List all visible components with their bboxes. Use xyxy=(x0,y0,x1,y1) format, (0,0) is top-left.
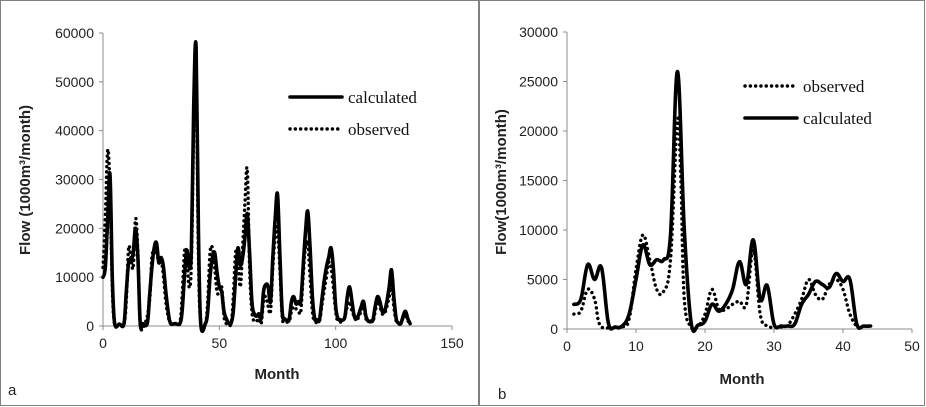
y-tick-label: 10000 xyxy=(55,269,94,285)
y-tick-label: 20000 xyxy=(55,220,94,236)
panel-a-axes: 0 10000 20000 30000 40000 50000 60000 0 50 100 150 xyxy=(55,25,464,351)
y-tick-label: 0 xyxy=(86,318,94,334)
x-tick-label: 100 xyxy=(324,335,348,351)
y-tick-label: 0 xyxy=(550,321,558,337)
x-tick-label: 50 xyxy=(212,335,228,351)
x-tick-label: 10 xyxy=(628,338,644,354)
panel-b-letter: b xyxy=(498,386,506,403)
x-tick-label: 30 xyxy=(766,338,782,354)
y-tick-label: 25000 xyxy=(519,74,558,90)
y-tick-label: 40000 xyxy=(55,123,94,139)
x-tick-label: 50 xyxy=(904,338,920,354)
y-tick-label: 5000 xyxy=(527,272,558,288)
x-tick-label: 150 xyxy=(440,335,464,351)
legend-b-label-calculated: calculated xyxy=(803,109,872,128)
series-line-calculated xyxy=(572,69,873,334)
legend-b-label-observed: observed xyxy=(803,77,865,96)
series-line-calculated xyxy=(101,40,412,334)
panel-b-axes: 0 5000 10000 15000 20000 25000 30000 0 10 20 30 40 5… xyxy=(519,24,920,354)
y-tick-label: 20000 xyxy=(519,123,558,139)
panel-b-series xyxy=(572,69,873,334)
panel-b-border xyxy=(479,0,925,406)
panel-a-border xyxy=(0,0,479,406)
y-tick-label: 15000 xyxy=(519,173,558,189)
chart-panel-b: b Flow(1000m³/month) Month 0 5000 10000 150… xyxy=(479,0,925,406)
x-tick-label: 0 xyxy=(99,335,107,351)
panel-b-x-axis-title: Month xyxy=(720,371,765,388)
x-tick-label: 20 xyxy=(697,338,713,354)
y-tick-label: 60000 xyxy=(55,25,94,41)
panel-a-x-axis-title: Month xyxy=(255,366,300,383)
panel-a-y-axis-title: Flow (1000m³/month) xyxy=(17,105,34,255)
panel-b-y-axis-title: Flow(1000m³/month) xyxy=(493,109,510,255)
panel-b-legend: observed calculated xyxy=(743,77,872,128)
y-tick-label: 50000 xyxy=(55,74,94,90)
x-tick-label: 40 xyxy=(835,338,851,354)
y-tick-label: 30000 xyxy=(519,24,558,40)
panel-a-legend: calculated observed xyxy=(288,88,417,139)
legend-a-label-calculated: calculated xyxy=(348,88,417,107)
y-tick-label: 10000 xyxy=(519,222,558,238)
panel-a-letter: a xyxy=(8,382,17,399)
legend-a-label-observed: observed xyxy=(348,120,410,139)
y-tick-label: 30000 xyxy=(55,172,94,188)
series-line-observed xyxy=(572,116,859,332)
panel-a-series xyxy=(101,40,412,334)
x-tick-label: 0 xyxy=(563,338,571,354)
chart-panel-a: a Flow (1000m³/month) Month 0 10000 20000 3… xyxy=(0,0,479,406)
